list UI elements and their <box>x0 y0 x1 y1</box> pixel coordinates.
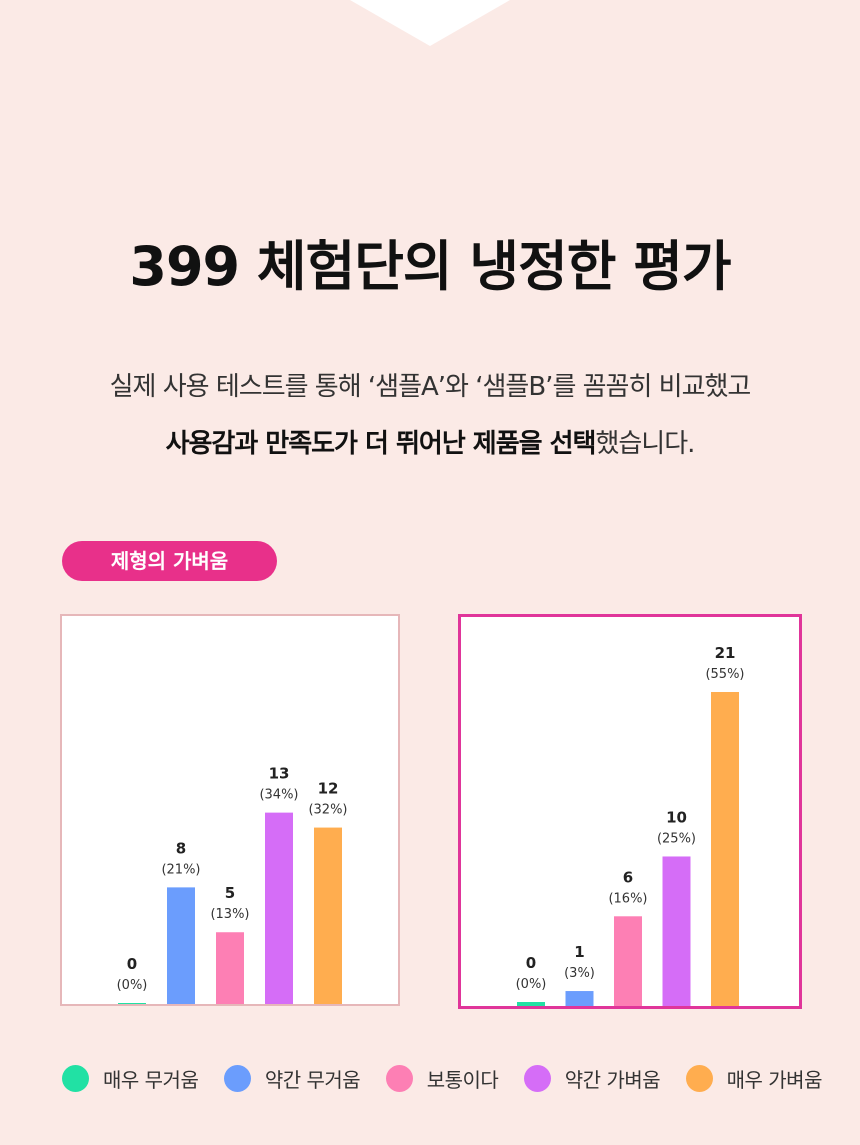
legend-swatch <box>223 1064 251 1092</box>
description-rest: 했습니다. <box>595 429 695 459</box>
bar-0-0 <box>118 1003 146 1004</box>
top-notch-decoration <box>350 0 510 46</box>
legend-label: 매우 무거움 <box>103 1067 199 1092</box>
bar-1-1 <box>565 991 594 1006</box>
bar-percent-label: (16%) <box>608 891 647 906</box>
bar-percent-label: (3%) <box>564 966 595 981</box>
description-bold: 사용감과 만족도가 더 뛰어난 제품을 선택 <box>165 429 597 459</box>
bar-percent-label: (25%) <box>657 831 696 846</box>
legend-item: 매우 가벼움 <box>685 1064 823 1093</box>
legend-item: 약간 무거움 <box>223 1064 361 1093</box>
bar-percent-label: (34%) <box>259 788 298 803</box>
bar-1-4 <box>711 692 739 1006</box>
bar-percent-label: (0%) <box>516 977 547 992</box>
bar-value-label: 5 <box>225 884 235 902</box>
chart-panel-sample-a: 0 (0%) 8 (21%) 5 (13%) 13 (34%) 12 (32%) <box>60 614 400 1006</box>
legend-swatch <box>385 1064 413 1092</box>
bar-value-label: 13 <box>269 765 290 783</box>
legend-item: 매우 무거움 <box>62 1064 199 1093</box>
bar-percent-label: (21%) <box>161 862 200 877</box>
bar-value-label: 21 <box>715 644 736 662</box>
bar-1-0 <box>517 1002 545 1006</box>
legend-label: 약간 무거움 <box>264 1067 361 1092</box>
bar-0-4 <box>314 827 342 1004</box>
legend-item: 약간 가벼움 <box>523 1064 661 1093</box>
description-line-2: 사용감과 만족도가 더 뛰어난 제품을 선택했습니다. <box>0 423 860 460</box>
bar-1-3 <box>662 856 691 1006</box>
page-title: 399 체험단의 냉정한 평가 <box>129 235 731 298</box>
description-line-1: 실제 사용 테스트를 통해 ‘샘플A’와 ‘샘플B’를 꼼꼼히 비교했고 <box>109 372 752 402</box>
bar-value-label: 0 <box>526 954 536 972</box>
bar-value-label: 12 <box>318 780 339 798</box>
legend-label: 매우 가벼움 <box>726 1067 823 1092</box>
bar-percent-label: (55%) <box>705 667 744 682</box>
bar-value-label: 6 <box>623 868 633 886</box>
bar-1-2 <box>614 916 642 1006</box>
bar-value-label: 0 <box>127 955 137 973</box>
legend-swatch <box>685 1064 713 1092</box>
bar-0-1 <box>167 887 195 1004</box>
chart-panel-sample-b: 0 (0%) 1 (3%) 6 (16%) 10 (25%) 21 (55%) <box>458 614 802 1009</box>
bar-value-label: 1 <box>574 943 584 961</box>
bar-percent-label: (32%) <box>308 803 347 818</box>
bar-0-2 <box>216 932 244 1004</box>
legend-swatch <box>523 1064 551 1092</box>
legend-swatch <box>62 1064 89 1092</box>
category-pill: 제형의 가벼움 <box>62 541 277 581</box>
bar-value-label: 8 <box>176 839 186 857</box>
legend-item: 보통이다 <box>385 1064 499 1093</box>
bar-value-label: 10 <box>666 808 687 826</box>
legend-label: 보통이다 <box>426 1067 499 1092</box>
bar-percent-label: (0%) <box>117 978 148 993</box>
bar-percent-label: (13%) <box>210 907 249 922</box>
legend-label: 약간 가벼움 <box>564 1067 661 1092</box>
bar-0-3 <box>265 812 293 1004</box>
chart-sample-a: 0 (0%) 8 (21%) 5 (13%) 13 (34%) 12 (32%) <box>117 765 348 1004</box>
chart-sample-b: 0 (0%) 1 (3%) 6 (16%) 10 (25%) 21 (55%) <box>516 644 745 1006</box>
chart-legend: 매우 무거움 약간 무거움 보통이다 약간 가벼움 매우 가벼움 <box>62 1063 822 1093</box>
